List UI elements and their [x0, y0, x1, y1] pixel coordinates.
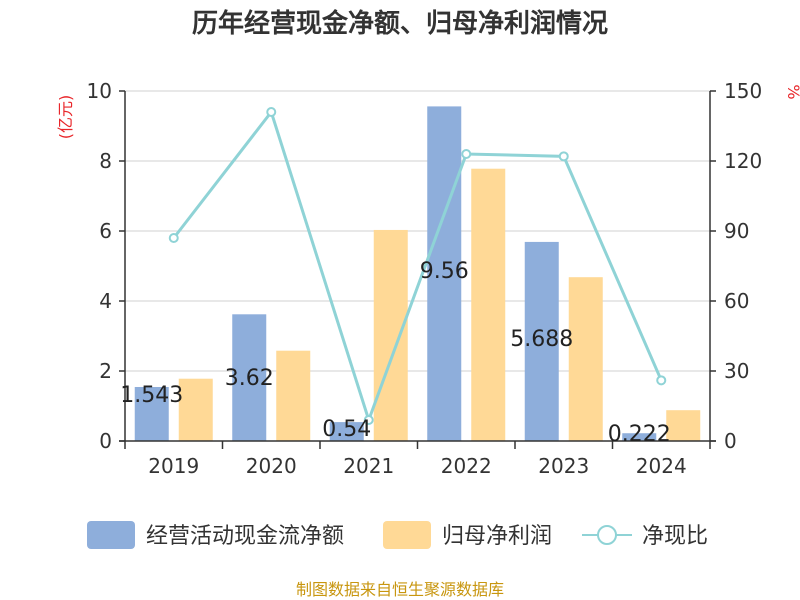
bar-operating-cash-flow	[134, 386, 169, 441]
data-labels: 1.543 3.62 0.54 9.56 5.688 0.222	[120, 259, 670, 447]
bar-operating-cash-flow	[622, 433, 657, 441]
right-tick-label: 0	[724, 429, 737, 453]
bar-net-profit	[471, 168, 506, 441]
right-axis-label: %	[784, 84, 800, 99]
axes: 0 2 4 6 8 10 0 30 60 90 120 150 2019 2020 2021 2022 2023…	[87, 79, 763, 478]
legend-label-net-profit: 归母净利润	[442, 524, 552, 549]
chart-title: 历年经营现金净额、归母净利润情况	[192, 8, 608, 39]
legend: 经营活动现金流净额 归母净利润 净现比	[87, 521, 708, 549]
x-tick-label: 2024	[636, 454, 687, 478]
x-tick-label: 2023	[538, 454, 589, 478]
left-tick-label: 4	[99, 289, 112, 313]
legend-label-net-cash-ratio: 净现比	[642, 524, 708, 549]
bar-net-profit	[666, 410, 701, 441]
legend-label-operating-cash-flow: 经营活动现金流净额	[146, 524, 344, 549]
bar-operating-cash-flow	[524, 241, 559, 441]
data-label: 5.688	[510, 327, 573, 352]
bar-operating-cash-flow	[427, 106, 462, 442]
bar-operating-cash-flow	[329, 422, 364, 441]
right-tick-label: 90	[724, 219, 749, 243]
left-tick-label: 8	[99, 149, 112, 173]
bar-net-profit	[373, 229, 408, 441]
data-label: 3.62	[225, 366, 274, 391]
bar-net-profit	[568, 277, 603, 441]
x-tick-label: 2021	[343, 454, 394, 478]
left-tick-label: 10	[87, 79, 112, 103]
bar-net-profit	[178, 378, 213, 441]
right-tick-label: 120	[724, 149, 762, 173]
left-tick-label: 6	[99, 219, 112, 243]
legend-swatch-net-profit	[383, 521, 431, 549]
x-tick-label: 2019	[148, 454, 199, 478]
line-point	[656, 375, 667, 386]
bar-operating-cash-flow	[232, 314, 267, 441]
line-point	[168, 233, 179, 243]
line-point	[558, 151, 569, 162]
data-label: 9.56	[420, 259, 469, 284]
left-tick-label: 2	[99, 359, 112, 383]
legend-swatch-operating-cash-flow	[87, 521, 135, 549]
right-tick-label: 150	[724, 79, 762, 103]
left-axis-label: (亿元)	[56, 95, 75, 140]
grid	[125, 90, 710, 372]
right-tick-label: 30	[724, 359, 749, 383]
bars	[134, 106, 701, 442]
bar-net-profit	[276, 350, 311, 441]
right-tick-label: 60	[724, 289, 749, 313]
line-series	[168, 107, 667, 425]
legend-marker-net-cash-ratio	[597, 525, 617, 545]
data-label: 0.54	[322, 417, 371, 442]
data-label: 1.543	[120, 383, 183, 408]
line-point	[461, 149, 472, 159]
left-tick-label: 0	[99, 429, 112, 453]
line-net-cash-ratio	[172, 108, 663, 425]
x-tick-label: 2022	[441, 454, 492, 478]
x-tick-label: 2020	[246, 454, 297, 478]
line-point	[363, 415, 374, 425]
data-label: 0.222	[608, 422, 671, 447]
source-note: 制图数据来自恒生聚源数据库	[296, 580, 504, 599]
line-point	[266, 107, 277, 117]
